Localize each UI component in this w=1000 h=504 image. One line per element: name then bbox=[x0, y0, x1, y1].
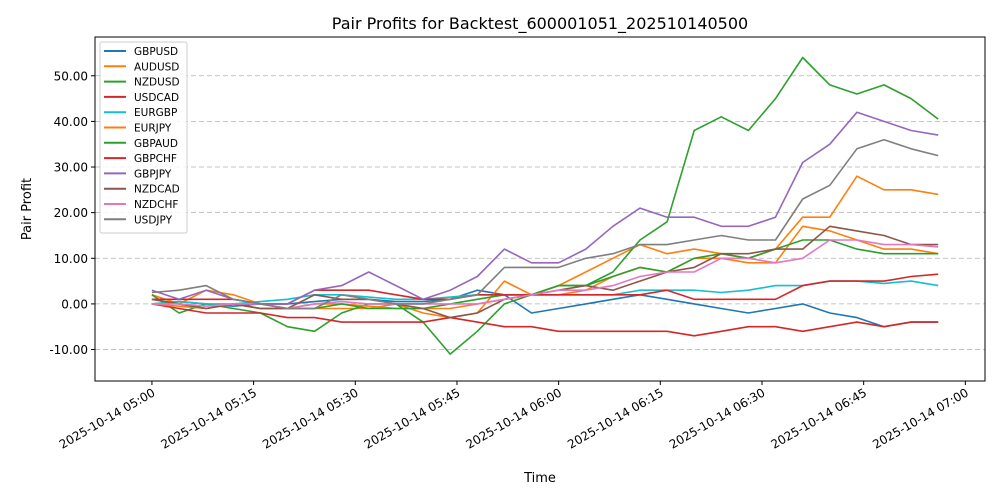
y-tick-label: 20.00 bbox=[54, 206, 88, 220]
y-tick-label: 10.00 bbox=[54, 252, 88, 266]
y-axis-label: Pair Profit bbox=[20, 178, 35, 240]
x-tick-label: 2025-10-14 05:30 bbox=[260, 385, 361, 451]
series-line-gbpjpy bbox=[151, 111, 939, 305]
x-axis: 2025-10-14 05:00 2025-10-14 05:15 2025-10-… bbox=[57, 381, 971, 452]
x-axis-label: Time bbox=[523, 471, 556, 486]
x-tick-label: 2025-10-14 05:00 bbox=[57, 385, 158, 451]
legend-label: NZDCHF bbox=[134, 199, 178, 211]
plot-frame bbox=[94, 36, 986, 382]
legend-label: EURJPY bbox=[134, 123, 172, 135]
y-tick-label: 30.00 bbox=[54, 161, 88, 175]
x-tick-label: 2025-10-14 06:00 bbox=[463, 385, 564, 451]
chart-title: Pair Profits for Backtest_600001051_2025… bbox=[332, 14, 748, 34]
series-line-nzdchf bbox=[151, 239, 939, 310]
y-tick-label: 40.00 bbox=[54, 115, 88, 129]
y-tick-label: 50.00 bbox=[54, 69, 88, 83]
legend-label: AUDUSD bbox=[134, 61, 179, 73]
legend-label: GBPUSD bbox=[134, 46, 178, 58]
y-tick-label: 0.00 bbox=[61, 297, 88, 311]
x-tick-label: 2025-10-14 06:30 bbox=[667, 385, 768, 451]
series-line-usdcad bbox=[151, 303, 939, 337]
legend-box bbox=[99, 41, 188, 234]
legend-label: GBPCHF bbox=[134, 153, 177, 165]
legend-label: EURGBP bbox=[134, 107, 177, 119]
x-tick-label: 2025-10-14 05:15 bbox=[158, 385, 259, 451]
series-line-gbpaud bbox=[151, 239, 939, 310]
series-line-usdjpy bbox=[151, 138, 939, 310]
legend-label: NZDCAD bbox=[134, 184, 180, 196]
x-tick-label: 2025-10-14 06:45 bbox=[769, 385, 870, 451]
series-line-gbpchf bbox=[151, 273, 939, 305]
x-tick-label: 2025-10-14 07:00 bbox=[870, 385, 971, 451]
legend: GBPUSD AUDUSD NZDUSD USDCAD EURGBP EURJPY GBPA… bbox=[99, 41, 188, 234]
legend-label: GBPJPY bbox=[134, 168, 172, 180]
y-axis: -10.00 0.00 10.00 20.00 30.00 40.00 50.00 bbox=[49, 69, 95, 357]
legend-label: NZDUSD bbox=[134, 77, 180, 89]
legend-label: GBPAUD bbox=[134, 138, 178, 150]
series-lines bbox=[151, 56, 939, 355]
legend-label: USDCAD bbox=[134, 92, 179, 104]
y-tick-label: -10.00 bbox=[49, 343, 88, 357]
x-tick-label: 2025-10-14 05:45 bbox=[362, 385, 463, 451]
x-tick-label: 2025-10-14 06:15 bbox=[565, 385, 666, 451]
legend-label: USDJPY bbox=[134, 214, 173, 226]
